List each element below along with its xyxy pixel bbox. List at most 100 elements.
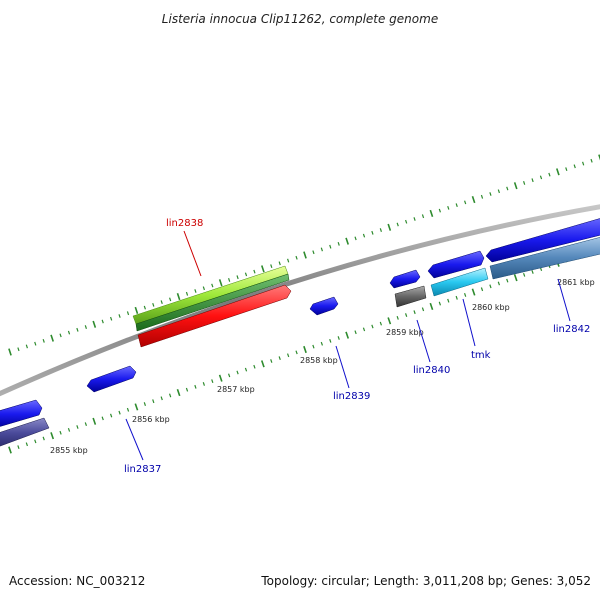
tick-mark bbox=[548, 172, 551, 177]
tick-mark bbox=[67, 428, 71, 432]
summary-text: Topology: circular; Length: 3,011,208 bp… bbox=[260, 574, 591, 588]
tick-mark bbox=[152, 302, 155, 307]
tick-mark bbox=[429, 209, 434, 218]
tick-mark bbox=[185, 387, 189, 392]
tick-mark bbox=[523, 181, 526, 185]
tick-mark bbox=[379, 228, 382, 232]
tick-mark bbox=[169, 297, 172, 302]
tick-mark bbox=[312, 344, 315, 349]
gene-label-tmk[interactable]: tmk bbox=[471, 350, 491, 361]
gene-feature-lin2837[interactable] bbox=[86, 365, 137, 393]
genome-backbone bbox=[0, 204, 600, 397]
connector-lin2839 bbox=[335, 345, 350, 389]
ruler-label: 2855 kbp bbox=[50, 446, 88, 455]
tick-mark bbox=[320, 341, 324, 346]
gene-feature[interactable] bbox=[0, 417, 50, 448]
ruler: 2855 kbp 2856 kbp 2857 kbp 2858 kbp 2859… bbox=[50, 278, 595, 455]
tick-mark bbox=[598, 154, 600, 161]
gene-feature[interactable] bbox=[0, 399, 43, 428]
tick-mark bbox=[261, 265, 265, 273]
tick-mark bbox=[345, 237, 349, 245]
gene-feature-lin2842[interactable] bbox=[489, 236, 600, 280]
ruler-label: 2857 kbp bbox=[217, 385, 255, 394]
tick-mark bbox=[396, 222, 399, 227]
gene-label-lin2839[interactable]: lin2839 bbox=[333, 391, 370, 402]
tick-mark bbox=[34, 439, 37, 444]
tick-mark bbox=[143, 305, 146, 310]
tick-mark bbox=[447, 205, 450, 210]
gene-label-lin2842[interactable]: lin2842 bbox=[553, 324, 590, 335]
tick-mark bbox=[371, 324, 374, 329]
gene-feature-lin2838-cds[interactable] bbox=[135, 273, 290, 332]
gene-feature-tmk[interactable] bbox=[430, 267, 489, 297]
tick-mark bbox=[42, 339, 45, 343]
tick-mark bbox=[8, 446, 12, 454]
tick-mark bbox=[134, 403, 139, 411]
gene-feature[interactable] bbox=[427, 250, 485, 279]
tick-mark bbox=[218, 279, 223, 287]
tick-mark bbox=[59, 333, 62, 338]
gene-feature-lin2838-red[interactable] bbox=[137, 284, 292, 348]
gene-label-lin2840[interactable]: lin2840 bbox=[413, 365, 450, 376]
tick-mark bbox=[236, 370, 239, 375]
connector-lin2842 bbox=[557, 278, 571, 322]
tick-mark bbox=[506, 186, 509, 191]
tick-mark bbox=[118, 410, 121, 415]
tick-mark bbox=[34, 341, 37, 346]
tick-mark bbox=[489, 284, 492, 289]
tick-mark bbox=[160, 300, 163, 305]
gene-feature[interactable] bbox=[485, 217, 600, 263]
gene-feature-lin2840[interactable] bbox=[389, 269, 421, 289]
tick-mark bbox=[463, 293, 467, 297]
tick-mark bbox=[337, 242, 340, 246]
tick-mark bbox=[227, 373, 231, 378]
tick-mark bbox=[110, 316, 113, 321]
tick-mark bbox=[211, 379, 214, 383]
tick-mark bbox=[244, 367, 248, 372]
tick-mark bbox=[573, 164, 576, 169]
tick-mark bbox=[513, 274, 518, 282]
ruler-label: 2860 kbp bbox=[472, 303, 510, 312]
ruler-label: 2861 kbp bbox=[557, 278, 595, 287]
tick-mark bbox=[152, 399, 155, 404]
tick-mark bbox=[168, 393, 172, 398]
tick-mark bbox=[287, 258, 290, 263]
label-connectors bbox=[125, 230, 571, 461]
tick-mark bbox=[455, 295, 458, 300]
tick-mark bbox=[253, 364, 256, 369]
tick-mark bbox=[405, 219, 408, 224]
tick-mark bbox=[143, 402, 147, 406]
tick-mark bbox=[387, 317, 392, 325]
tick-mark bbox=[84, 325, 87, 329]
tick-mark bbox=[480, 287, 484, 292]
connector-tmk bbox=[462, 298, 476, 347]
tick-mark bbox=[228, 278, 231, 282]
tick-mark bbox=[126, 311, 130, 316]
tick-mark bbox=[236, 275, 239, 280]
tick-mark bbox=[556, 168, 560, 176]
tick-mark bbox=[396, 316, 399, 320]
tick-mark bbox=[194, 384, 197, 389]
tick-mark bbox=[320, 247, 323, 252]
tick-mark bbox=[76, 327, 79, 332]
tick-mark bbox=[337, 336, 340, 340]
tick-mark bbox=[497, 281, 501, 286]
tick-mark bbox=[134, 306, 139, 315]
tick-mark bbox=[42, 436, 45, 441]
connector-lin2840 bbox=[416, 319, 431, 363]
gene-feature-lin2839[interactable] bbox=[309, 296, 339, 316]
tick-mark bbox=[109, 413, 113, 418]
tick-mark bbox=[202, 382, 206, 386]
tick-mark bbox=[362, 233, 366, 238]
accession-text: Accession: NC_003212 bbox=[9, 574, 145, 588]
tick-mark bbox=[303, 251, 307, 259]
tick-mark bbox=[531, 270, 534, 274]
tick-mark bbox=[270, 264, 273, 268]
tick-mark bbox=[429, 302, 434, 310]
tick-mark bbox=[278, 356, 281, 361]
chart-title: Listeria innocua Clip11262, complete gen… bbox=[162, 12, 438, 26]
gene-feature-grey[interactable] bbox=[394, 285, 427, 308]
tick-mark bbox=[506, 278, 509, 283]
gene-label-lin2838[interactable]: lin2838 bbox=[166, 218, 203, 229]
gene-label-lin2837[interactable]: lin2837 bbox=[124, 464, 161, 475]
